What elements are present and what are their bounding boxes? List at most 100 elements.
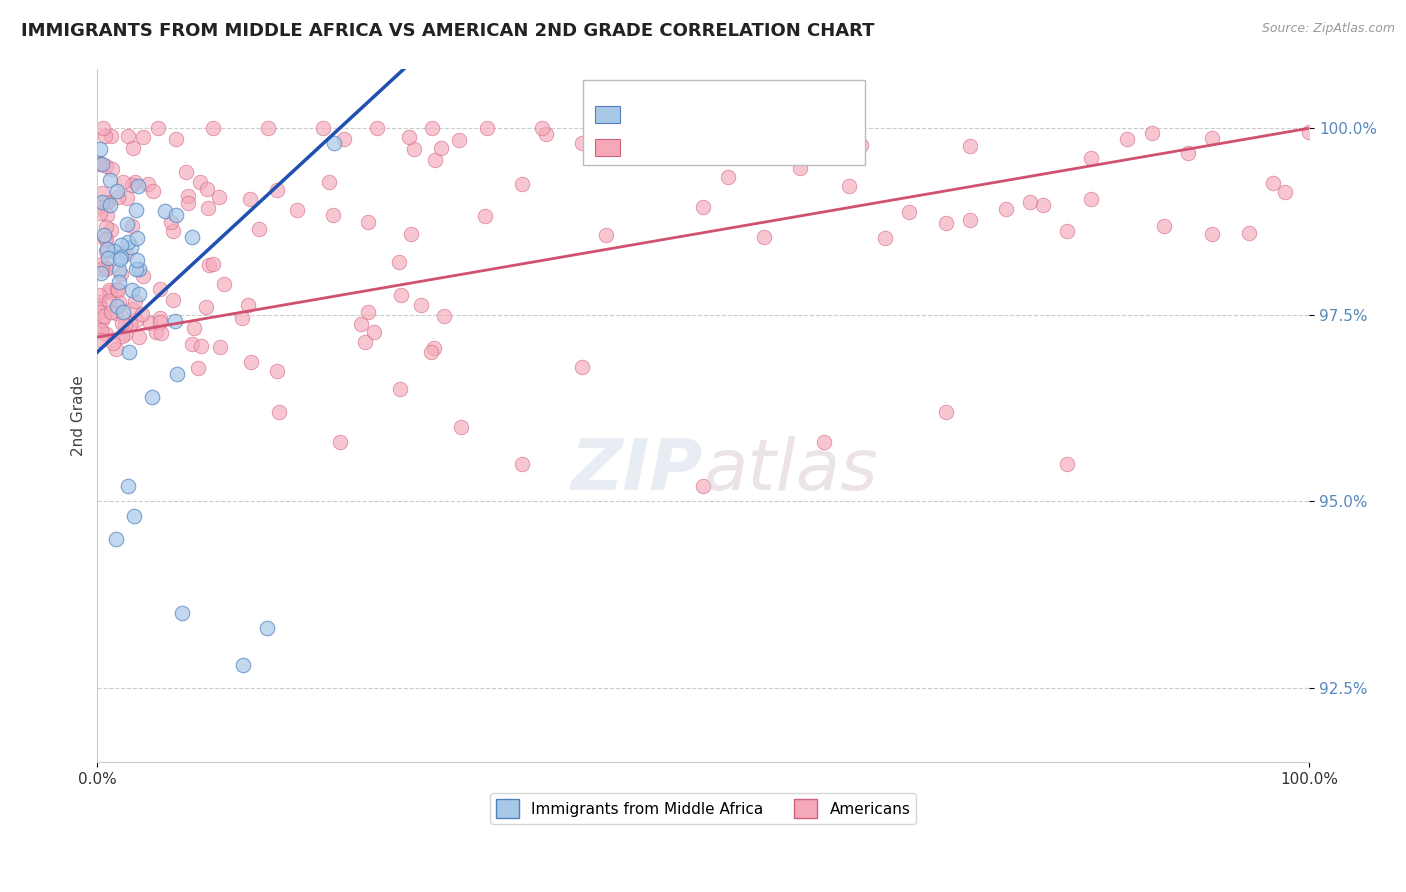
Point xyxy=(101,162,124,177)
Point xyxy=(141,390,163,404)
Point xyxy=(115,217,138,231)
Point xyxy=(389,288,412,302)
Point xyxy=(353,334,375,349)
Point xyxy=(534,127,557,141)
Point xyxy=(240,355,263,369)
Point xyxy=(174,165,197,179)
Point xyxy=(195,300,218,314)
Point xyxy=(128,330,150,344)
Point xyxy=(149,326,172,340)
Point xyxy=(87,288,110,302)
Point xyxy=(124,294,146,309)
Point xyxy=(98,283,121,297)
Point xyxy=(318,175,340,189)
Point xyxy=(104,532,127,546)
Point xyxy=(423,153,446,167)
Point xyxy=(322,136,344,150)
Point xyxy=(935,405,957,419)
Point xyxy=(197,201,219,215)
Point xyxy=(450,419,472,434)
Point xyxy=(214,277,236,291)
Point xyxy=(571,136,593,150)
Point xyxy=(165,314,187,328)
Text: R =  0.318   N = 47: R = 0.318 N = 47 xyxy=(626,98,799,116)
Point xyxy=(125,231,148,245)
Point xyxy=(100,128,122,143)
Point xyxy=(201,257,224,271)
Point xyxy=(188,175,211,189)
Point xyxy=(90,195,112,210)
Point xyxy=(366,121,388,136)
Point xyxy=(93,227,115,242)
Point xyxy=(256,121,278,136)
Point xyxy=(87,155,110,169)
Point xyxy=(749,121,772,136)
Point xyxy=(571,359,593,374)
Point xyxy=(117,191,139,205)
Point xyxy=(165,208,187,222)
Legend: Immigrants from Middle Africa, Americans: Immigrants from Middle Africa, Americans xyxy=(491,793,917,824)
Point xyxy=(90,262,112,277)
Point xyxy=(112,304,135,318)
Point xyxy=(172,606,194,620)
Point xyxy=(873,231,896,245)
Point xyxy=(87,156,110,170)
Point xyxy=(94,129,117,144)
Point xyxy=(475,121,498,136)
Point xyxy=(97,195,120,210)
Point xyxy=(285,203,308,218)
Point xyxy=(94,261,117,276)
Point xyxy=(149,310,172,325)
Point xyxy=(162,293,184,307)
Point xyxy=(180,337,202,351)
Point xyxy=(107,189,129,203)
Point xyxy=(118,317,141,331)
Point xyxy=(813,434,835,449)
Point xyxy=(322,208,344,222)
Text: atlas: atlas xyxy=(703,436,877,506)
Point xyxy=(1201,227,1223,241)
Point xyxy=(125,262,148,277)
Point xyxy=(165,132,187,146)
Point xyxy=(198,259,221,273)
Point xyxy=(107,283,129,297)
Point xyxy=(363,325,385,339)
Point xyxy=(121,283,143,297)
Point xyxy=(121,219,143,233)
Point xyxy=(208,340,231,354)
Point xyxy=(100,305,122,319)
Point xyxy=(530,121,553,136)
Point xyxy=(149,282,172,296)
Point xyxy=(231,311,253,326)
Point xyxy=(849,137,872,152)
Point xyxy=(236,298,259,312)
Point xyxy=(94,261,117,276)
Point xyxy=(110,238,132,252)
Point xyxy=(111,175,134,189)
Point xyxy=(959,212,981,227)
Point xyxy=(105,299,128,313)
Point xyxy=(100,198,122,212)
Point xyxy=(117,479,139,493)
Point xyxy=(139,316,162,330)
Point xyxy=(111,329,134,343)
Point xyxy=(176,189,198,203)
Point xyxy=(105,184,128,198)
Point xyxy=(149,314,172,328)
Point xyxy=(114,318,136,332)
Point xyxy=(1237,226,1260,240)
Point xyxy=(110,250,132,264)
Point xyxy=(510,457,533,471)
Point xyxy=(935,216,957,230)
Point xyxy=(114,327,136,342)
Text: IMMIGRANTS FROM MIDDLE AFRICA VS AMERICAN 2ND GRADE CORRELATION CHART: IMMIGRANTS FROM MIDDLE AFRICA VS AMERICA… xyxy=(21,22,875,40)
Point xyxy=(311,121,333,136)
Point xyxy=(89,323,111,337)
Point xyxy=(1298,125,1320,139)
Point xyxy=(122,141,145,155)
Point xyxy=(108,252,131,267)
Point xyxy=(96,208,118,222)
Point xyxy=(108,275,131,289)
Point xyxy=(398,129,420,144)
Point xyxy=(420,121,443,136)
